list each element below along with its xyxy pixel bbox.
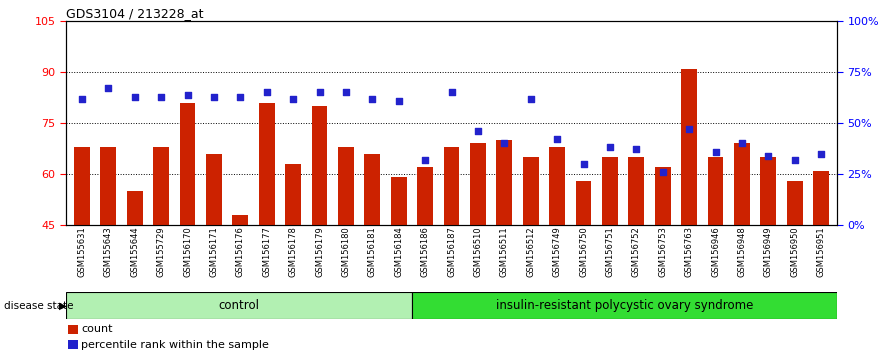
Bar: [69, 340, 78, 349]
Point: [207, 94, 221, 99]
Bar: [444, 147, 459, 225]
Text: count: count: [81, 324, 113, 334]
Point: [418, 157, 433, 162]
Bar: [312, 106, 328, 225]
Point: [629, 147, 643, 152]
Bar: [259, 103, 275, 225]
Point: [154, 94, 168, 99]
Point: [392, 98, 406, 103]
Bar: [602, 157, 618, 225]
Point: [814, 151, 828, 156]
Text: disease state: disease state: [4, 301, 74, 311]
Bar: [338, 147, 354, 225]
Bar: [655, 167, 670, 225]
Bar: [100, 147, 116, 225]
Point: [339, 90, 353, 95]
Bar: [411, 292, 837, 319]
Bar: [787, 181, 803, 225]
Text: insulin-resistant polycystic ovary syndrome: insulin-resistant polycystic ovary syndr…: [496, 299, 753, 312]
Bar: [575, 181, 591, 225]
Bar: [760, 157, 776, 225]
Point: [682, 126, 696, 132]
Point: [761, 153, 775, 159]
Point: [523, 96, 537, 101]
Point: [603, 145, 617, 150]
Point: [576, 161, 590, 167]
Bar: [233, 215, 248, 225]
Bar: [734, 143, 750, 225]
Bar: [69, 325, 78, 333]
Bar: [813, 171, 829, 225]
Text: ▶: ▶: [59, 301, 67, 311]
Point: [181, 92, 195, 97]
Point: [101, 86, 115, 91]
Point: [444, 90, 458, 95]
Point: [735, 141, 749, 146]
Point: [470, 129, 485, 134]
Point: [313, 90, 327, 95]
Bar: [365, 154, 381, 225]
Point: [366, 96, 380, 101]
Bar: [74, 147, 90, 225]
Bar: [153, 147, 169, 225]
Bar: [206, 154, 222, 225]
Point: [128, 94, 142, 99]
Point: [708, 149, 722, 154]
Point: [788, 157, 802, 162]
Bar: [496, 140, 512, 225]
Bar: [180, 103, 196, 225]
Bar: [628, 157, 644, 225]
Bar: [66, 292, 411, 319]
Bar: [522, 157, 538, 225]
Text: percentile rank within the sample: percentile rank within the sample: [81, 340, 270, 350]
Point: [655, 169, 670, 175]
Point: [260, 90, 274, 95]
Bar: [549, 147, 565, 225]
Point: [75, 96, 89, 101]
Point: [550, 137, 564, 142]
Bar: [681, 69, 697, 225]
Point: [233, 94, 248, 99]
Text: control: control: [218, 299, 259, 312]
Bar: [470, 143, 485, 225]
Bar: [707, 157, 723, 225]
Point: [497, 141, 511, 146]
Bar: [418, 167, 433, 225]
Bar: [285, 164, 301, 225]
Text: GDS3104 / 213228_at: GDS3104 / 213228_at: [66, 7, 204, 20]
Bar: [391, 177, 407, 225]
Bar: [127, 191, 143, 225]
Point: [286, 96, 300, 101]
